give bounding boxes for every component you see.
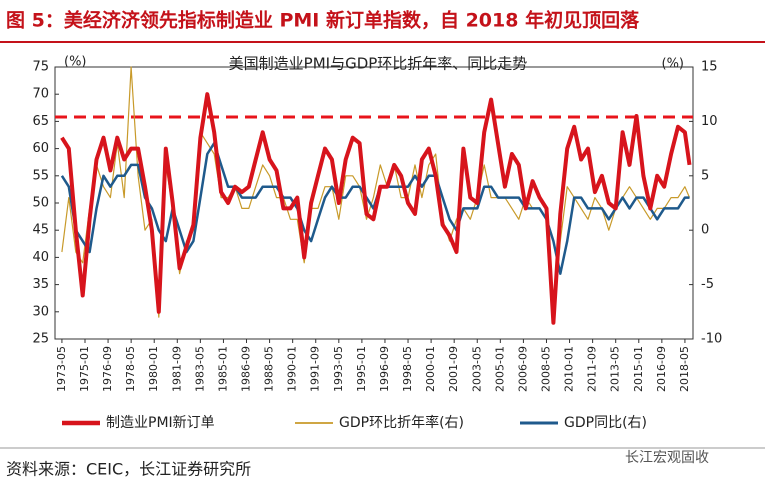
y-tick-label: 35 bbox=[32, 277, 49, 292]
y-tick-label: 40 bbox=[32, 250, 49, 265]
header-title: 图 5：美经济济领先指标制造业 PMI 新订单指数，自 2018 年初见顶回落 bbox=[6, 9, 640, 32]
y2-tick-label: -10 bbox=[701, 332, 722, 347]
x-tick-label: 2008-05 bbox=[539, 346, 552, 392]
y-tick-label: 45 bbox=[32, 223, 49, 238]
y-tick-label: 75 bbox=[32, 60, 49, 75]
x-tick-label: 1973-05 bbox=[55, 346, 68, 392]
x-tick-label: 1980-01 bbox=[147, 346, 160, 392]
y-tick-label: 50 bbox=[32, 196, 49, 211]
y-tick-label: 30 bbox=[32, 304, 49, 319]
x-tick-label: 1990-01 bbox=[286, 346, 299, 392]
y-tick-label: 55 bbox=[32, 168, 49, 183]
x-tick-label: 2005-01 bbox=[493, 346, 506, 392]
watermark: 长江宏观固收 bbox=[625, 450, 709, 466]
y-tick-label: 70 bbox=[32, 87, 49, 102]
y2-tick-label: 15 bbox=[701, 60, 718, 75]
x-tick-label: 2015-01 bbox=[632, 346, 645, 392]
x-tick-label: 1998-05 bbox=[401, 346, 414, 392]
x-tick-label: 2006-09 bbox=[516, 346, 529, 392]
x-tick-label: 2000-01 bbox=[424, 346, 437, 392]
x-tick-label: 1993-05 bbox=[332, 346, 345, 392]
x-tick-label: 1986-09 bbox=[240, 346, 253, 392]
y2-tick-label: 0 bbox=[701, 223, 709, 238]
legend-label: GDP环比折年率(右) bbox=[339, 414, 464, 431]
x-tick-label: 1991-09 bbox=[309, 346, 322, 392]
x-tick-label: 2011-09 bbox=[586, 346, 599, 392]
y-tick-label: 25 bbox=[32, 332, 49, 347]
x-tick-label: 1996-09 bbox=[378, 346, 391, 392]
series-line bbox=[60, 92, 692, 325]
x-tick-label: 1985-01 bbox=[216, 346, 229, 392]
y-unit: (%) bbox=[64, 55, 87, 70]
x-tick-label: 1995-01 bbox=[355, 346, 368, 392]
x-tick-label: 1978-05 bbox=[124, 346, 137, 392]
x-tick-label: 2003-05 bbox=[470, 346, 483, 392]
y2-unit: (%) bbox=[662, 57, 685, 72]
x-tick-label: 1975-01 bbox=[78, 346, 91, 392]
y-tick-label: 60 bbox=[32, 141, 49, 156]
x-tick-label: 1981-09 bbox=[170, 346, 183, 392]
x-tick-label: 1976-09 bbox=[101, 346, 114, 392]
chart-title: 美国制造业PMI与GDP环比折年率、同比走势 bbox=[229, 55, 528, 73]
y2-tick-label: -5 bbox=[701, 277, 714, 292]
x-tick-label: 2001-09 bbox=[447, 346, 460, 392]
legend-label: 制造业PMI新订单 bbox=[106, 415, 215, 431]
y-tick-label: 65 bbox=[32, 114, 49, 129]
legend-label: GDP同比(右) bbox=[564, 415, 647, 431]
x-tick-label: 2013-05 bbox=[609, 346, 622, 392]
x-tick-label: 1988-05 bbox=[263, 346, 276, 392]
x-tick-label: 2016-09 bbox=[655, 346, 668, 392]
y2-tick-label: 5 bbox=[701, 168, 709, 183]
x-tick-label: 2010-01 bbox=[563, 346, 576, 392]
y2-tick-label: 10 bbox=[701, 114, 718, 129]
x-tick-label: 2018-05 bbox=[678, 346, 691, 392]
source: 资料来源：CEIC，长江证券研究所 bbox=[6, 460, 251, 479]
x-tick-label: 1983-05 bbox=[193, 346, 206, 392]
